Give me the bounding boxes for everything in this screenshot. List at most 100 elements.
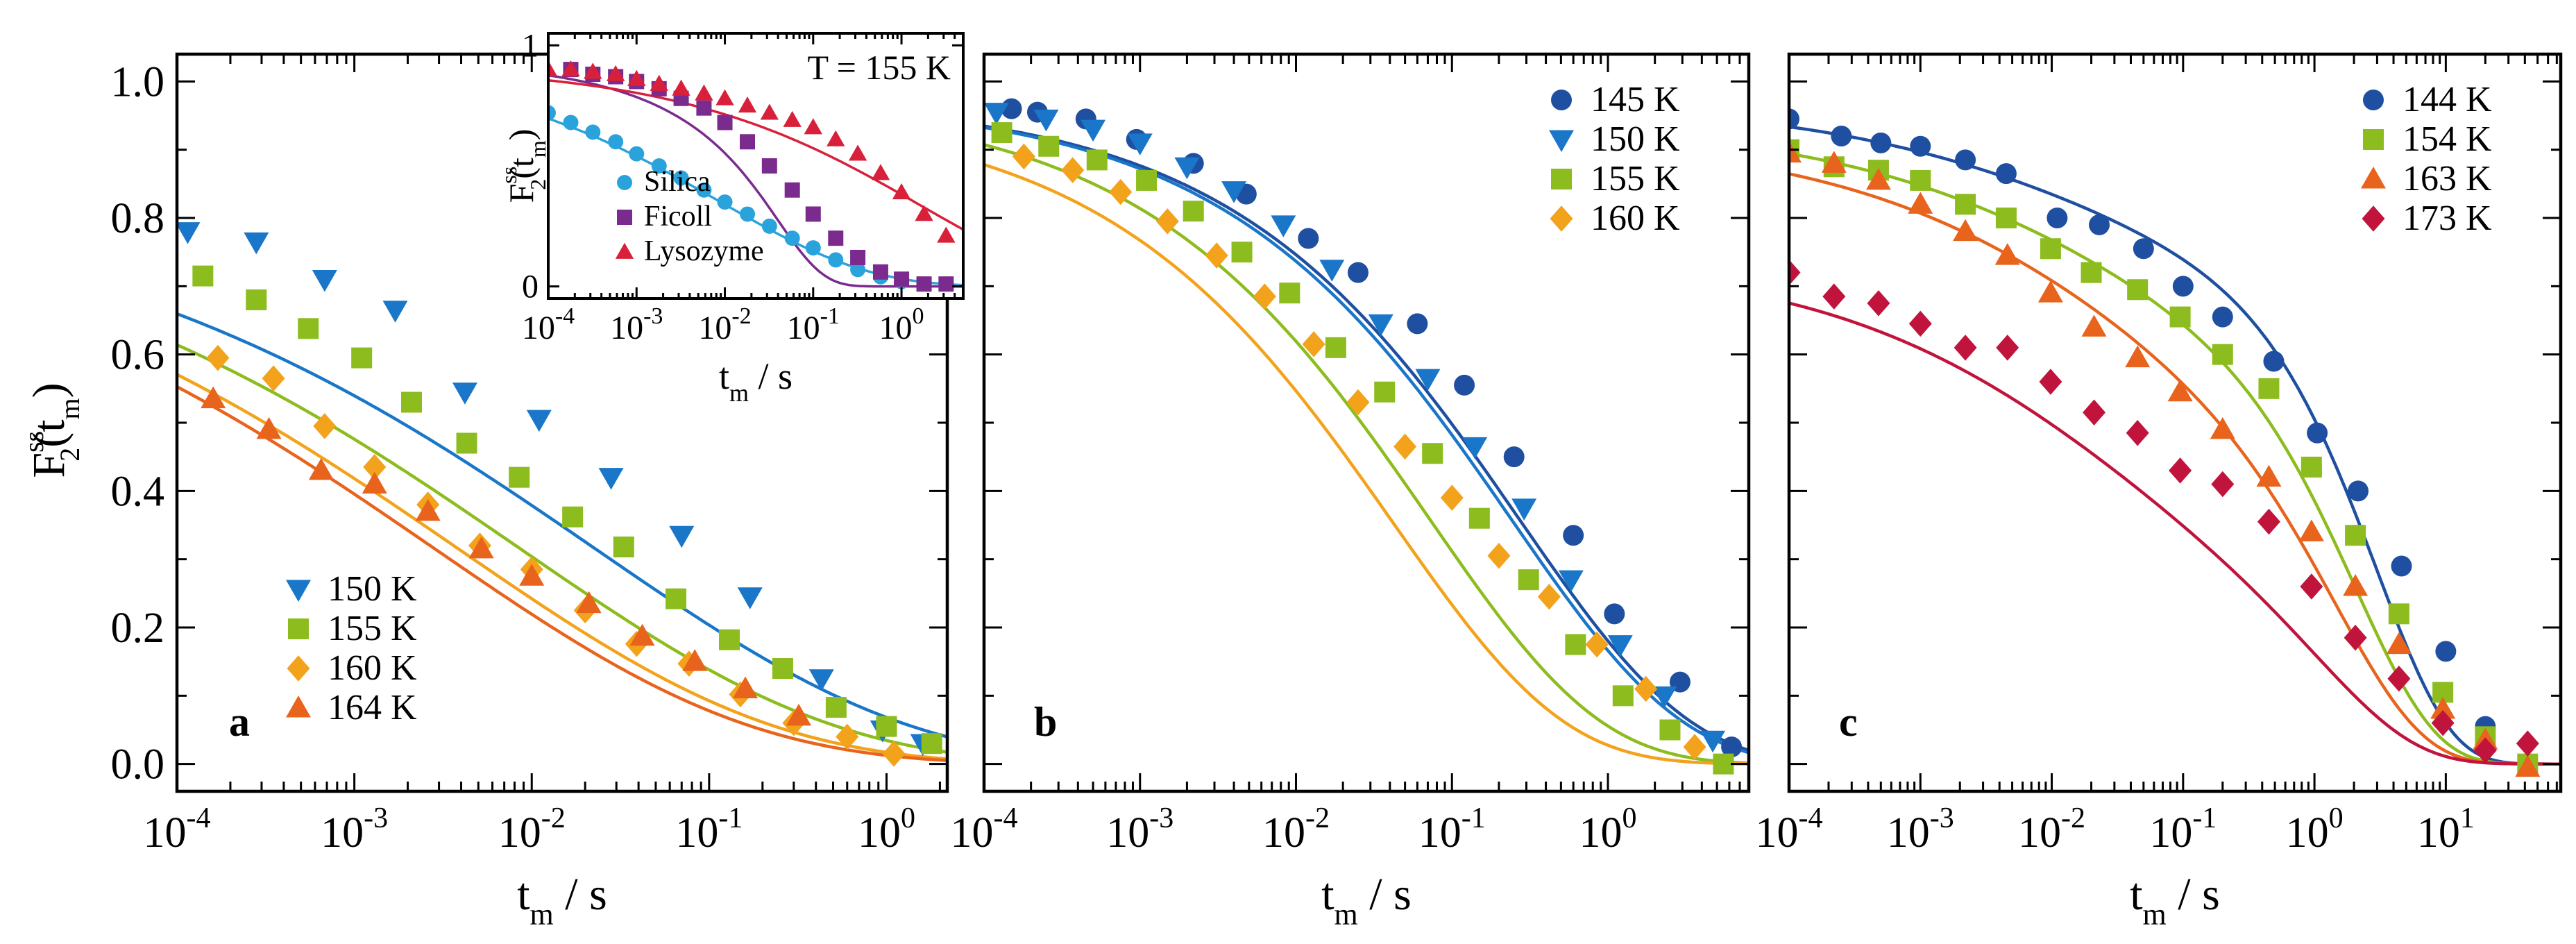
fit-curve-a-0 [177,312,947,739]
point-a-3-10 [733,676,759,698]
point-inset-2-16 [892,183,911,200]
point-b-2-1 [1038,135,1060,157]
legend-marker-inset-2 [615,242,634,259]
point-c-3-14 [2387,666,2411,692]
point-c-1-5 [1995,208,2017,228]
svg-text:Fss2(tm): Fss 2(tm) [18,382,85,478]
point-c-0-0 [1789,108,1799,130]
panel-a: 10-4 10-3 10-2 10-1 100 0.0 0.2 0.4 0.6 0.8 1.0 tm … [111,52,949,932]
point-inset-2-15 [871,164,890,180]
point-inset-2-0 [548,60,558,76]
legend-marker-a-0 [286,580,311,602]
point-c-0-11 [2263,351,2285,372]
legend-label-a-2: 160 K [328,648,417,688]
point-b-3-3 [1155,208,1179,235]
panel-inset: 10-4 10-3 10-2 10-1 100 0 1 tm / s Fss2(tm) T = 1… [496,27,965,407]
point-inset-1-7 [717,115,733,130]
point-a-0-3 [382,301,408,323]
xlabel-a: tm / s [517,869,607,932]
series-b-1 [984,103,1726,753]
point-inset-2-10 [760,103,779,120]
point-c-2-14 [2386,632,2412,655]
xtick-inset-1: 10-3 [610,303,663,346]
point-a-1-11 [772,658,793,679]
point-c-1-3 [1910,169,1931,191]
legend-label-inset-2: Lysozyme [644,235,764,267]
point-b-2-13 [1612,685,1634,707]
point-b-1-8 [1368,314,1393,337]
point-b-0-14 [1721,736,1743,758]
xtick-b-2: 10-2 [1262,802,1330,857]
legend-label-inset-1: Ficoll [644,201,712,233]
legend-marker-inset-0 [617,175,632,190]
point-a-0-6 [598,468,624,490]
legend-label-a-3: 164 K [328,688,417,727]
point-inset-1-6 [696,100,712,116]
point-b-2-6 [1279,283,1300,304]
point-a-2-1 [262,365,285,391]
point-c-1-9 [2169,306,2191,328]
point-a-2-0 [206,344,230,371]
point-inset-0-0 [548,105,556,121]
point-b-1-10 [1462,437,1488,460]
point-c-3-17 [2516,730,2539,757]
point-inset-0-4 [629,146,645,162]
series-inset-2 [548,60,956,243]
point-c-0-9 [2172,276,2194,297]
point-b-2-5 [1231,242,1253,263]
point-inset-1-12 [828,230,844,246]
ylabel-sup: ss [18,431,49,453]
point-a-1-6 [509,466,530,488]
point-inset-0-6 [673,170,689,186]
legend-label-b-3: 160 K [1591,199,1680,238]
point-c-3-10 [2211,471,2235,498]
series-b-3 [1012,143,1706,760]
series-a-1 [192,265,942,755]
point-b-1-2 [1081,119,1106,142]
fit-curve-b-1 [984,126,1749,755]
point-b-1-6 [1271,215,1296,237]
ylabel-sub: 2 [54,448,85,462]
point-c-2-5 [1994,243,2020,265]
xtick-c-1: 10-3 [1887,802,1954,857]
fit-curve-a-3 [177,385,947,762]
point-c-2-13 [2343,574,2369,596]
ytick-inset-1: 1 [522,27,539,64]
point-c-3-4 [1954,335,1977,361]
point-a-2-12 [836,723,859,750]
point-a-3-2 [308,457,334,480]
point-inset-0-12 [805,240,821,256]
legend-marker-a-3 [286,696,311,718]
xtick-a-4: 100 [858,802,915,857]
point-b-1-0 [984,103,1009,125]
xtick-c-2: 10-2 [2018,802,2085,857]
point-b-2-4 [1183,201,1204,222]
point-c-0-3 [1910,135,1931,157]
point-c-2-0 [1789,140,1802,163]
xtick-c-0: 10-4 [1756,802,1823,857]
point-c-3-8 [2126,420,2149,446]
point-a-1-8 [613,536,634,557]
legend-marker-a-2 [287,655,310,682]
point-b-2-2 [1086,149,1108,171]
point-inset-0-7 [696,182,712,198]
point-a-1-12 [825,697,847,718]
point-a-1-3 [351,347,373,369]
point-b-2-9 [1422,443,1443,464]
xtick-b-1: 10-3 [1106,802,1173,857]
xtick-a-2: 10-2 [498,802,566,857]
series-b-2 [991,122,1734,775]
xtick-c-3: 10-1 [2149,802,2217,857]
point-b-2-11 [1518,569,1539,591]
point-inset-0-2 [585,124,601,140]
point-c-2-4 [1953,219,1978,242]
point-b-1-7 [1319,260,1345,282]
point-c-3-0 [1789,259,1801,286]
panel-letter-a: a [229,699,250,745]
xtick-inset-0: 10-4 [522,303,575,346]
y-axis-label: Fss 2(tm) [18,382,85,478]
series-a-3 [201,386,811,726]
point-c-3-15 [2431,709,2455,736]
